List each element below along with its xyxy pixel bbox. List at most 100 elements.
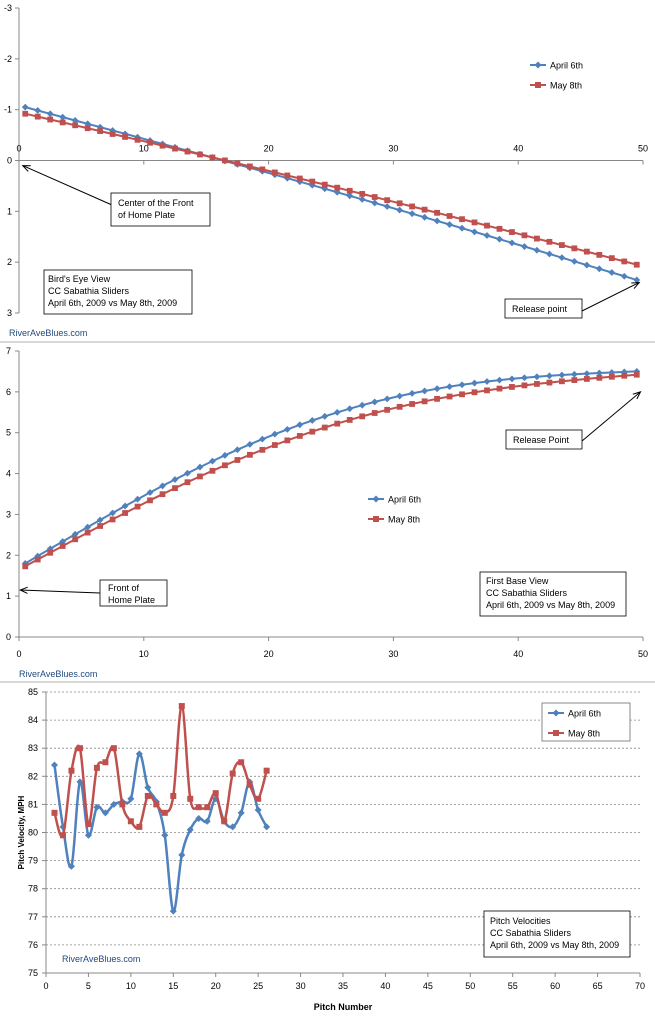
data-point (134, 495, 141, 503)
data-point (187, 795, 194, 802)
data-point (234, 446, 241, 454)
data-point (68, 767, 75, 774)
data-point (195, 804, 202, 811)
x-tick-label: 50 (638, 144, 648, 154)
y-tick-label: 83 (28, 743, 38, 753)
chart-info: Bird's Eye View CC Sabathia Sliders April … (48, 274, 177, 308)
series-line-1 (24, 112, 638, 266)
data-point (144, 784, 152, 792)
x-tick-label: 40 (513, 649, 523, 659)
x-tick-label: 50 (638, 649, 648, 659)
data-point (184, 479, 191, 486)
data-point (135, 750, 143, 758)
data-point (172, 485, 178, 492)
data-point (596, 374, 603, 381)
data-point (72, 536, 79, 543)
data-point (259, 166, 266, 173)
data-point (109, 127, 116, 134)
data-point (371, 194, 378, 200)
y-tick-label: 2 (6, 550, 11, 560)
data-point (178, 703, 185, 710)
data-point (76, 778, 84, 786)
data-point (204, 804, 211, 811)
data-point (471, 379, 478, 387)
data-point (483, 378, 491, 385)
data-point (222, 462, 228, 469)
x-tick-label: 15 (168, 981, 178, 991)
data-point (434, 209, 440, 216)
y-tick-label: 6 (6, 387, 11, 397)
data-point (178, 851, 186, 859)
data-point (59, 832, 66, 839)
data-point (359, 413, 366, 420)
data-point (570, 370, 578, 378)
x-tick-label: 40 (380, 981, 390, 991)
data-point (621, 258, 628, 265)
data-point (50, 761, 58, 769)
data-point (359, 191, 366, 197)
data-point (346, 192, 354, 200)
data-point (446, 213, 453, 219)
data-point (76, 745, 83, 752)
data-point (147, 139, 153, 146)
data-point (184, 148, 191, 155)
info-box (483, 910, 631, 958)
data-point (159, 142, 166, 149)
info-box (43, 269, 193, 315)
data-point (212, 790, 219, 797)
x-tick-label: 25 (253, 981, 263, 991)
data-point (396, 200, 403, 207)
data-point (546, 238, 553, 245)
data-point (186, 826, 194, 834)
data-point (571, 377, 578, 383)
data-point (96, 123, 104, 131)
annotation-box (99, 579, 168, 607)
y-tick-label: 1 (7, 206, 12, 216)
data-point (59, 113, 67, 121)
data-point (384, 197, 391, 204)
data-point (209, 154, 216, 161)
legend-label: May 8th (568, 729, 600, 739)
data-point (110, 800, 118, 808)
data-point (534, 381, 540, 387)
data-point (84, 529, 91, 536)
front-plate-annotation: Front of Home Plate (108, 583, 155, 605)
data-point (521, 243, 528, 250)
data-point (109, 516, 116, 523)
arrow-release-point (581, 391, 641, 442)
x-tick-label: 30 (296, 981, 306, 991)
data-point (134, 503, 141, 510)
y-tick-label: 5 (6, 428, 11, 438)
data-point (471, 389, 478, 396)
data-point (96, 516, 104, 524)
data-point (271, 442, 278, 448)
birds-eye-chart: 0 10 20 30 40 50 -3 -2 -1 0 1 2 3 April 6th May 8th Cen… (4, 3, 648, 338)
arrow-release-point-head (632, 391, 642, 400)
data-point (421, 213, 428, 221)
data-point (433, 217, 441, 225)
data-point (471, 228, 478, 236)
data-point (84, 523, 92, 531)
data-point (308, 417, 316, 424)
data-point (22, 110, 29, 117)
data-point (146, 489, 154, 496)
data-point (169, 907, 177, 915)
data-point (134, 136, 141, 143)
watermark: RiverAveBlues.com (9, 328, 87, 338)
data-point (558, 254, 566, 262)
data-point (421, 206, 428, 213)
data-point (633, 261, 640, 268)
watermark: RiverAveBlues.com (19, 669, 97, 679)
data-point (421, 387, 428, 395)
arrow-release-point-head (631, 281, 641, 289)
x-tick-label: 20 (264, 144, 274, 154)
legend-marker (552, 709, 560, 717)
x-tick-label: 40 (513, 144, 523, 154)
x-tick-label: 5 (86, 981, 91, 991)
y-tick-label: 2 (7, 257, 12, 267)
data-point (459, 391, 465, 398)
data-point (409, 401, 416, 407)
x-tick-label: 45 (423, 981, 433, 991)
data-point (221, 451, 229, 459)
